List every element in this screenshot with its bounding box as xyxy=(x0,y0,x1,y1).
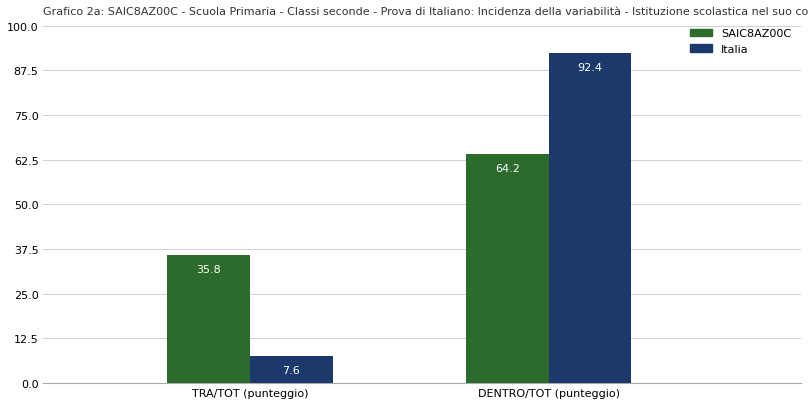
Bar xyxy=(167,256,250,383)
Legend: SAIC8AZ00C, Italia: SAIC8AZ00C, Italia xyxy=(685,25,796,59)
Bar xyxy=(549,53,631,383)
Text: Grafico 2a: SAIC8AZ00C - Scuola Primaria - Classi seconde - Prova di Italiano: I: Grafico 2a: SAIC8AZ00C - Scuola Primaria… xyxy=(44,7,808,17)
Bar xyxy=(466,154,549,383)
Text: 92.4: 92.4 xyxy=(578,62,602,72)
Text: 7.6: 7.6 xyxy=(283,365,301,375)
Text: 64.2: 64.2 xyxy=(494,163,520,173)
Text: 35.8: 35.8 xyxy=(196,264,221,275)
Bar xyxy=(250,356,333,383)
